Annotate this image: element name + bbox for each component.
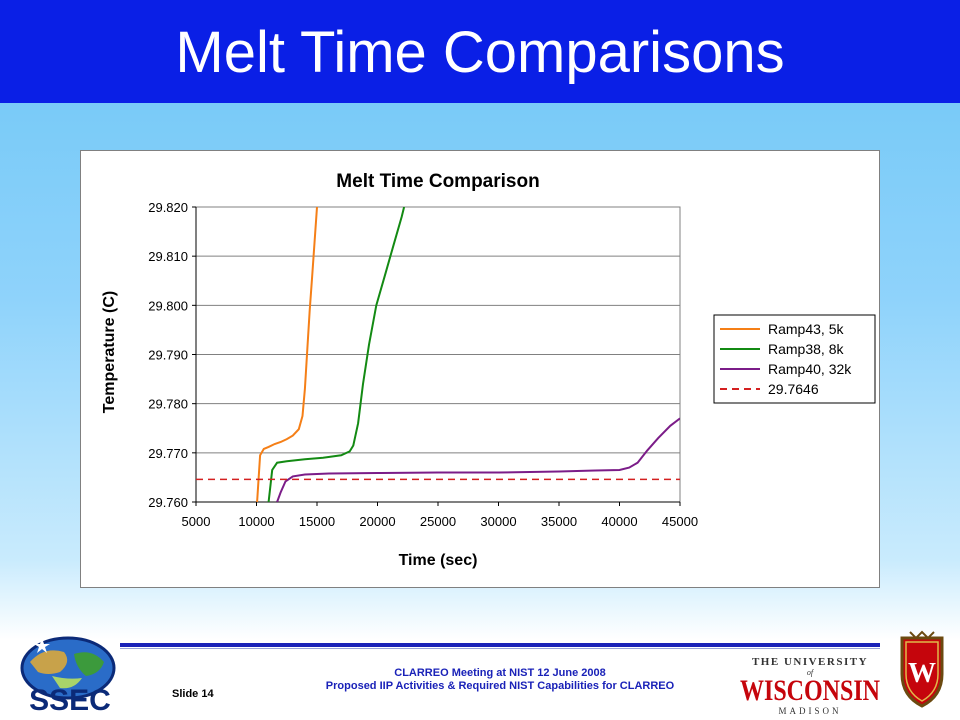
series-line-0	[256, 207, 318, 502]
y-tick-label: 29.770	[148, 446, 188, 461]
crest-letter: W	[908, 658, 936, 689]
chart-title: Melt Time Comparison	[336, 171, 539, 192]
x-tick-label: 25000	[420, 514, 456, 529]
ssec-logo-text: SSEC	[29, 684, 111, 714]
title-bar: Melt Time Comparisons	[0, 0, 960, 103]
y-tick-label: 29.820	[148, 200, 188, 215]
slide-title: Melt Time Comparisons	[175, 20, 785, 85]
x-tick-label: 35000	[541, 514, 577, 529]
legend-entry: Ramp43, 5k	[768, 321, 844, 337]
y-tick-label: 29.810	[148, 249, 188, 264]
x-tick-label: 20000	[359, 514, 395, 529]
uw-line-wisconsin: WISCONSIN	[740, 674, 880, 707]
series-line-1	[267, 207, 406, 502]
plot-area: 29.760 29.770 29.780 29.790 29.800 29.810 29.8…	[148, 200, 698, 529]
x-tick-label: 5000	[182, 514, 211, 529]
legend-entry: 29.7646	[768, 381, 819, 397]
ssec-globe-logo: SSEC	[20, 636, 116, 714]
series-line-2	[276, 417, 680, 502]
y-tick-label: 29.780	[148, 397, 188, 412]
footer-divider	[120, 643, 880, 647]
footer-meeting-line: CLARREO Meeting at NIST 12 June 2008	[394, 667, 606, 679]
slide-number: Slide 14	[172, 688, 214, 700]
x-tick-label: 45000	[662, 514, 698, 529]
footer-topic-line: Proposed IIP Activities & Required NIST …	[325, 680, 675, 692]
y-axis-label: Temperature (C)	[101, 291, 118, 413]
footer-divider-thin	[120, 648, 880, 649]
uw-line-of: of	[807, 668, 815, 677]
chart-frame: Melt Time Comparison 29.760 29.770 29.780 2…	[80, 150, 880, 588]
legend-entry: Ramp38, 8k	[768, 341, 844, 357]
y-tick-label: 29.760	[148, 495, 188, 510]
x-tick-label: 40000	[601, 514, 637, 529]
chart-svg: Melt Time Comparison 29.76029.77029.7802…	[101, 171, 876, 569]
y-tick-label: 29.790	[148, 348, 188, 363]
uw-line-madison: MADISON	[778, 706, 841, 716]
legend-entry: Ramp40, 32k	[768, 361, 852, 377]
wisconsin-crest-icon: W	[900, 630, 944, 708]
x-tick-label: 15000	[299, 514, 335, 529]
x-axis-label: Time (sec)	[399, 552, 478, 569]
uw-line-university: THE UNIVERSITY	[752, 656, 868, 668]
footer-text: CLARREO Meeting at NIST 12 June 2008 Pro…	[240, 667, 760, 693]
legend: Ramp43, 5k Ramp38, 8k Ramp40, 32k 29.7646	[713, 314, 876, 404]
y-tick-label: 29.800	[148, 298, 188, 313]
x-tick-label: 10000	[238, 514, 274, 529]
university-wisconsin-wordmark: THE UNIVERSITY of WISCONSIN MADISON	[740, 656, 880, 716]
x-tick-label: 30000	[480, 514, 516, 529]
